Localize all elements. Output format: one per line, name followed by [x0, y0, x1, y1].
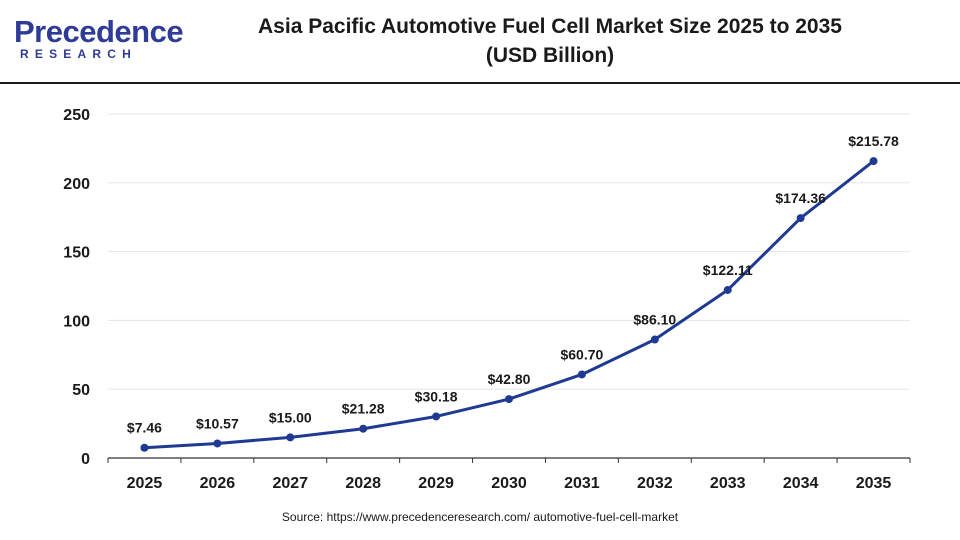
data-label: $215.78 [848, 133, 899, 149]
data-label: $42.80 [488, 371, 531, 387]
data-point [359, 424, 368, 433]
x-tick-label: 2025 [127, 475, 163, 492]
series-line [144, 159, 875, 450]
data-point [723, 285, 732, 294]
axes: 0 50 100 150 200 250 2025 2026 2027 2028 2029 2030 2… [63, 107, 911, 492]
line-chart: 0 50 100 150 200 250 2025 2026 2027 2028 2029 2030 2… [63, 107, 911, 492]
gridlines [108, 113, 910, 390]
chart-title-line-1: Asia Pacific Automotive Fuel Cell Market… [258, 15, 842, 38]
x-tick-label: 2035 [856, 475, 892, 492]
data-point [213, 439, 222, 448]
data-label: $30.18 [415, 388, 458, 404]
data-point [796, 214, 805, 223]
data-point [869, 157, 878, 166]
data-label: $15.00 [269, 409, 312, 425]
data-point [650, 335, 659, 344]
data-label: $174.36 [775, 190, 826, 206]
data-point [286, 433, 295, 442]
series-line-path [144, 159, 875, 450]
data-points [140, 157, 878, 452]
logo: Precedence RESEARCH [14, 14, 184, 66]
y-tick-label: 200 [63, 176, 90, 193]
x-tick-label: 2033 [710, 475, 746, 492]
y-tick-label: 50 [72, 382, 90, 399]
chart-title: Asia Pacific Automotive Fuel Cell Market… [210, 12, 890, 70]
data-label: $21.28 [342, 401, 385, 417]
data-label: $86.10 [633, 312, 676, 328]
x-tick-label: 2026 [200, 475, 236, 492]
data-labels: $7.46 $10.57 $15.00 $21.28 $30.18 $42.80 $60.7… [127, 133, 899, 436]
data-point [432, 412, 441, 421]
data-point [140, 443, 149, 452]
chart-title-line-2: (USD Billion) [485, 44, 615, 67]
x-tick-label: 2028 [345, 475, 381, 492]
x-tick-label: 2031 [564, 475, 600, 492]
data-label: $60.70 [560, 346, 603, 362]
y-tick-label: 100 [63, 313, 90, 330]
y-tick-label: 250 [63, 107, 90, 124]
logo-wordmark: Precedence [14, 14, 184, 49]
x-tick-label: 2034 [783, 475, 819, 492]
data-label: $122.11 [703, 262, 753, 278]
data-label: $7.46 [127, 420, 162, 436]
x-tick-label: 2027 [272, 475, 308, 492]
logo-subtitle: RESEARCH [20, 47, 137, 61]
x-tick-label: 2029 [418, 475, 454, 492]
source-note: Source: https://www.precedenceresearch.c… [281, 510, 679, 524]
x-tick-label: 2030 [491, 475, 527, 492]
x-tick-label: 2032 [637, 475, 673, 492]
y-tick-label: 0 [81, 451, 90, 468]
data-point [505, 395, 513, 404]
header: Precedence RESEARCH Asia Pacific Automot… [0, 0, 960, 84]
y-tick-label: 150 [63, 245, 90, 262]
data-label: $10.57 [196, 415, 239, 431]
data-point [577, 370, 586, 379]
